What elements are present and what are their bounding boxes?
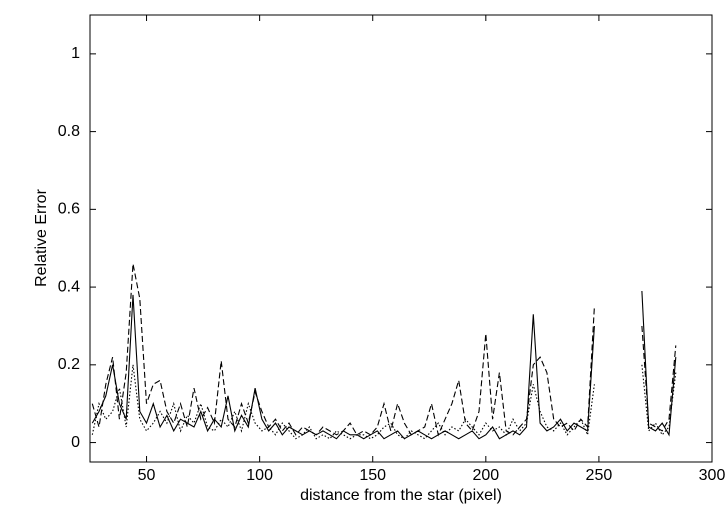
x-tick-label: 50: [138, 467, 156, 484]
x-tick-label: 250: [586, 467, 613, 484]
x-axis-label: distance from the star (pixel): [300, 487, 502, 504]
y-tick-label: 0.2: [58, 356, 80, 373]
y-tick-label: 1: [71, 45, 80, 62]
y-tick-label: 0.4: [58, 278, 80, 295]
line-series: [91, 364, 677, 440]
y-tick-label: 0: [71, 434, 80, 451]
y-tick-label: 0.8: [58, 123, 80, 140]
plot-frame: [89, 14, 713, 463]
line-series: [91, 263, 677, 437]
y-axis-label: Relative Error: [33, 188, 50, 286]
x-tick-label: 100: [246, 467, 273, 484]
x-tick-label: 150: [359, 467, 386, 484]
x-tick-label: 200: [472, 467, 499, 484]
y-tick-label: 0.6: [58, 201, 80, 218]
x-tick-label: 300: [699, 467, 726, 484]
